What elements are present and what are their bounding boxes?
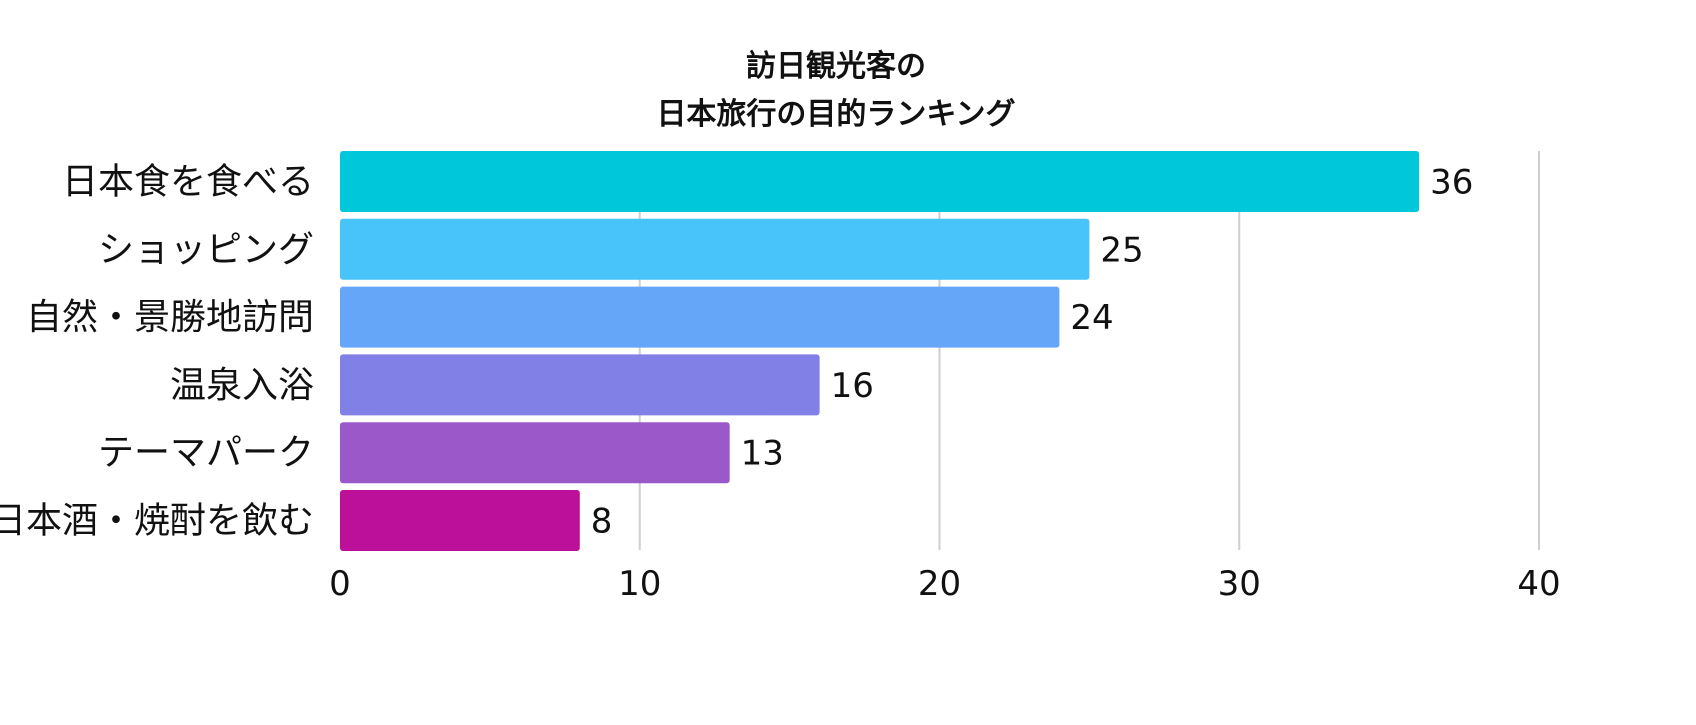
bar-1 [340, 151, 1420, 212]
gridlines [638, 151, 1540, 550]
x-tick-label-30: 30 [1218, 564, 1261, 604]
category-label-1: 日本食を食べる [62, 162, 314, 203]
category-label-5: テーマパーク [98, 433, 314, 474]
value-label-1: 36 [1430, 163, 1473, 203]
chart-title: 訪日観光客の 日本旅行の目的ランキング [656, 49, 1015, 132]
value-label-4: 16 [831, 366, 874, 406]
bars [340, 151, 1420, 551]
category-label-6: 日本酒・焼酎を飲む [0, 501, 314, 542]
value-label-5: 13 [741, 434, 784, 474]
value-labels: 36 25 24 16 13 8 [591, 163, 1474, 542]
x-axis-tick-labels: 0 10 20 30 40 [329, 564, 1560, 604]
value-label-6: 8 [591, 502, 613, 542]
bar-2 [340, 218, 1090, 280]
bar-5 [340, 422, 730, 484]
chart-title-line-2: 日本旅行の目的ランキング [656, 97, 1015, 132]
value-label-2: 25 [1100, 230, 1143, 270]
x-tick-label-20: 20 [918, 564, 961, 604]
category-label-2: ショッピング [98, 229, 314, 270]
x-tick-label-10: 10 [618, 564, 661, 604]
bar-6 [340, 490, 580, 551]
x-tick-label-40: 40 [1517, 564, 1560, 604]
chart-title-line-1: 訪日観光客の [746, 49, 926, 84]
category-label-3: 自然・景勝地訪問 [26, 297, 314, 338]
category-label-4: 温泉入浴 [170, 365, 314, 406]
value-label-3: 24 [1070, 298, 1113, 338]
bar-4 [340, 354, 820, 416]
bar-3 [340, 286, 1060, 348]
x-tick-label-0: 0 [329, 564, 351, 604]
